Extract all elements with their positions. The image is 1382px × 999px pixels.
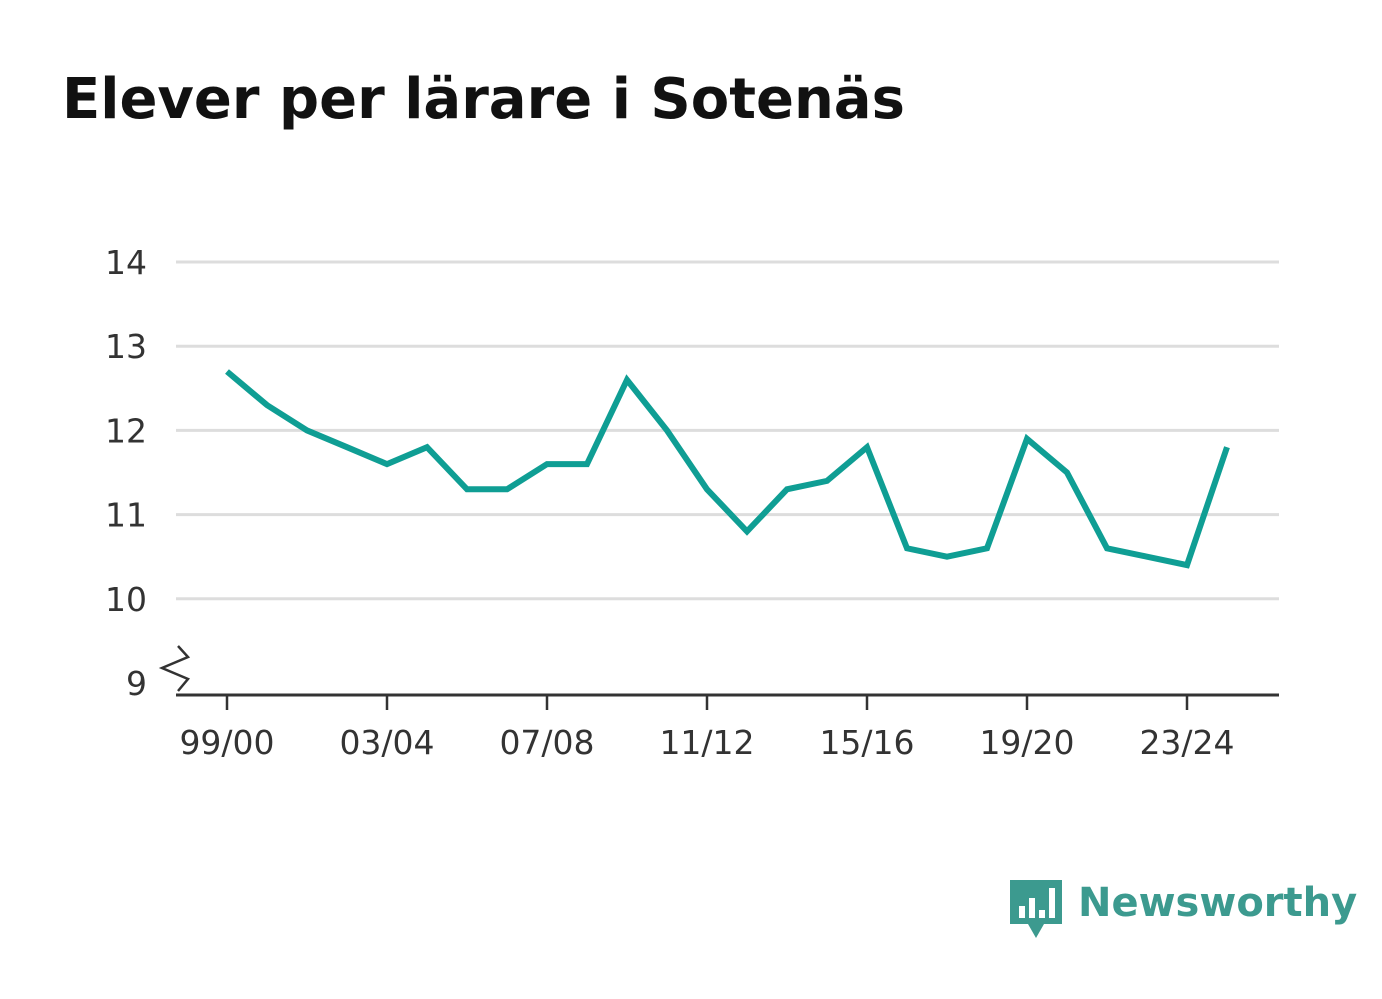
x-tick-label: 15/16 xyxy=(819,723,914,762)
y-axis-tick-labels: 9 10 11 12 13 14 xyxy=(105,243,147,703)
y-axis-break-icon xyxy=(158,645,191,692)
brand-logo: Newsworthy xyxy=(1010,880,1357,940)
y-tick-label: 13 xyxy=(105,327,147,366)
x-tick-label: 07/08 xyxy=(499,723,594,762)
y-tick-label: 9 xyxy=(126,664,147,703)
y-tick-label: 11 xyxy=(105,496,147,535)
x-tick-label: 19/20 xyxy=(979,723,1074,762)
y-tick-label: 10 xyxy=(105,580,147,619)
brand-name: Newsworthy xyxy=(1078,880,1358,926)
series-group xyxy=(225,369,1230,569)
x-axis-ticks: 99/00 03/04 07/08 11/12 15/16 19/20 23/24 xyxy=(179,695,1235,762)
newsworthy-logo-icon xyxy=(1010,880,1062,938)
x-tick-label: 99/00 xyxy=(179,723,274,762)
y-tick-label: 14 xyxy=(105,243,147,282)
x-tick-label: 23/24 xyxy=(1139,723,1234,762)
x-tick-label: 11/12 xyxy=(659,723,754,762)
x-tick-label: 03/04 xyxy=(339,723,434,762)
chart-title: Elever per lärare i Sotenäs xyxy=(62,67,905,132)
y-tick-label: 12 xyxy=(105,411,147,450)
series-line-0 xyxy=(225,369,1230,569)
